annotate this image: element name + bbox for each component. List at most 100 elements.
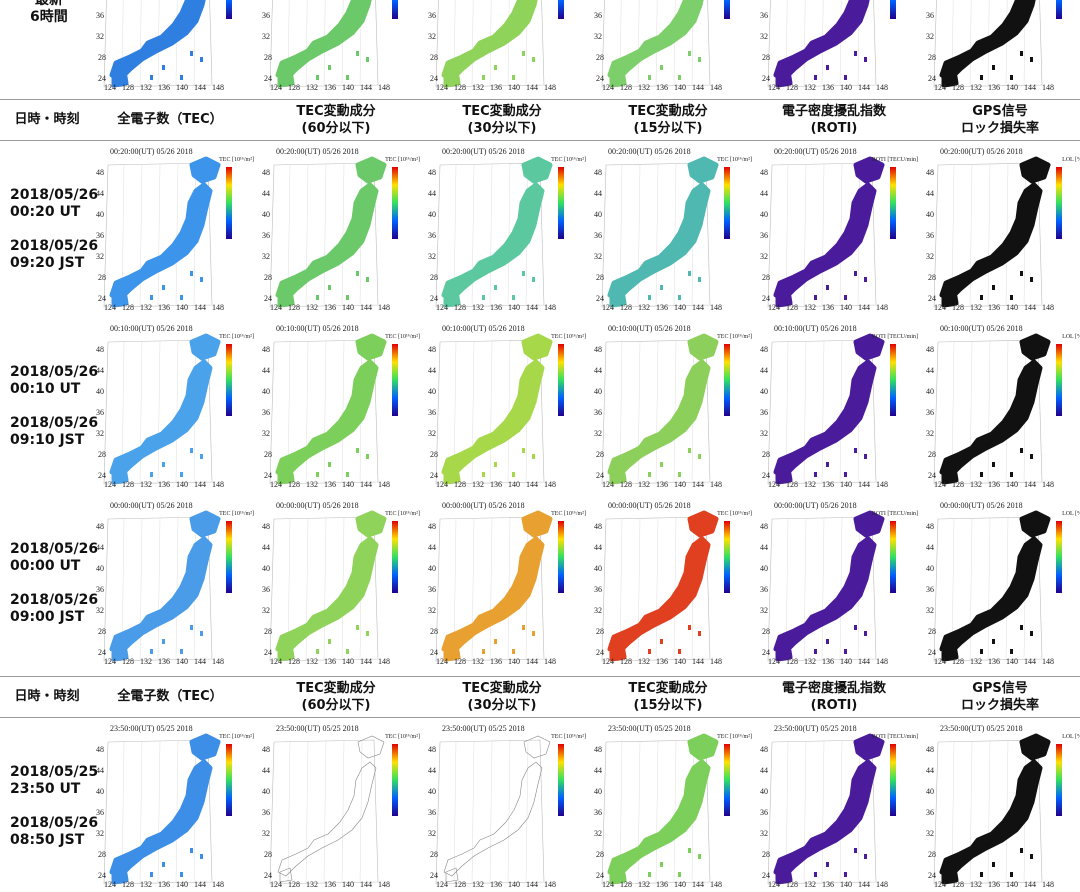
lat-label: 48 xyxy=(760,522,768,531)
lat-label: 36 xyxy=(594,231,602,240)
header-line: (ROTI) xyxy=(810,121,858,136)
lon-label: 128 xyxy=(288,880,300,889)
map-grid xyxy=(507,0,510,87)
lat-label: 32 xyxy=(428,32,436,41)
map-grid xyxy=(655,0,658,87)
map: 00:10:00(UT) 05/26 2018 48 44 40 36 32 28 24124… xyxy=(760,324,918,489)
label-line: 6時間 xyxy=(30,9,68,25)
island-data xyxy=(190,448,193,453)
column-header: 日時・時刻 xyxy=(0,111,127,128)
island-data xyxy=(366,277,369,282)
lon-label: 148 xyxy=(876,880,888,889)
island-data xyxy=(688,848,691,853)
lat-label: 44 xyxy=(594,766,602,775)
column-header: 全電子数（TEC） xyxy=(90,111,250,128)
map-grid xyxy=(489,163,493,307)
lon-label: 128 xyxy=(620,880,632,889)
colorbar xyxy=(226,0,232,19)
island-data xyxy=(854,848,857,853)
lat-label: 40 xyxy=(594,210,602,219)
island-data xyxy=(688,448,691,453)
map-caption: 00:00:00(UT) 05/26 2018 xyxy=(940,501,1023,510)
lon-label: 132 xyxy=(638,303,650,312)
lat-label: 28 xyxy=(762,850,770,859)
lon-label: 132 xyxy=(970,880,982,889)
lat-label: 32 xyxy=(760,252,768,261)
map-frame-outline xyxy=(601,339,711,485)
lat-label: 24 xyxy=(98,471,106,480)
map-frame: 00:10:00(UT) 05/26 2018 48 44 40 36 32 28 24 124… xyxy=(920,322,1080,492)
lat-label: 48 xyxy=(428,345,436,354)
island-data xyxy=(1030,454,1033,459)
map-grid xyxy=(803,740,807,884)
colorbar xyxy=(558,744,564,816)
map-caption: 00:20:00(UT) 05/26 2018 xyxy=(110,147,193,156)
lon-label: 128 xyxy=(454,657,466,666)
map-grid xyxy=(489,740,493,884)
island-data xyxy=(190,51,193,56)
lat-label: 44 xyxy=(262,543,270,552)
lat-label: 44 xyxy=(428,189,436,198)
divider xyxy=(0,717,1080,718)
lon-label: 148 xyxy=(378,657,390,666)
map-caption: 00:10:00(UT) 05/26 2018 xyxy=(442,324,525,333)
lon-label: 136 xyxy=(490,657,502,666)
map-frame-outline xyxy=(269,162,379,308)
colorbar xyxy=(226,167,232,239)
lon-label: 144 xyxy=(858,880,870,889)
colorbar-unit: TEC [10¹⁶/m²] xyxy=(385,334,420,340)
lat-label: 28 xyxy=(98,450,106,459)
lon-label: 148 xyxy=(212,83,224,92)
map-grid xyxy=(453,740,457,884)
lon-label: 132 xyxy=(140,480,152,489)
lat-label: 24 xyxy=(98,871,106,880)
colorbar-unit: LOL [%] xyxy=(1062,334,1080,340)
island-data xyxy=(522,625,525,630)
lat-label: 44 xyxy=(96,543,104,552)
island-data xyxy=(522,448,525,453)
lon-label: 124 xyxy=(934,880,946,889)
map-frame: 00:10:00(UT) 05/26 2018 48 44 40 36 32 28 24 124… xyxy=(754,322,920,492)
lon-label: 124 xyxy=(768,657,780,666)
map-frame-outline xyxy=(933,0,1043,88)
island-data xyxy=(366,57,369,62)
lon-label: 128 xyxy=(122,480,134,489)
map-grid xyxy=(821,517,825,661)
lon-label: 136 xyxy=(656,480,668,489)
lon-label: 124 xyxy=(602,657,614,666)
lat-label: 48 xyxy=(262,522,270,531)
lon-label: 148 xyxy=(710,657,722,666)
land-outline xyxy=(443,735,551,883)
map-data xyxy=(607,0,704,88)
lon-label: 128 xyxy=(620,480,632,489)
island-data xyxy=(844,472,847,477)
lon-label: 144 xyxy=(194,480,206,489)
island-data xyxy=(992,862,995,867)
lon-label: 144 xyxy=(858,303,870,312)
lon-label: 148 xyxy=(378,880,390,889)
map-caption: 00:20:00(UT) 05/26 2018 xyxy=(940,147,1023,156)
map-caption: 00:00:00(UT) 05/26 2018 xyxy=(774,501,857,510)
map-frame: 23:50:00(UT) 05/25 2018 48 44 40 36 32 28 24 124… xyxy=(90,722,256,892)
map: 23:50:00(UT) 05/25 2018 48 44 40 36 32 28 24124… xyxy=(428,724,586,889)
lat-label: 40 xyxy=(760,564,768,573)
map-grid xyxy=(839,0,842,87)
map: 00:00:00(UT) 05/26 2018 48 44 40 36 32 28 24124… xyxy=(594,501,752,666)
island-data xyxy=(992,65,995,70)
lat-label: 32 xyxy=(428,829,436,838)
lon-label: 128 xyxy=(454,83,466,92)
lat-label: 40 xyxy=(428,210,436,219)
lon-label: 132 xyxy=(306,880,318,889)
map-frame-outline xyxy=(601,162,711,308)
colorbar xyxy=(1056,167,1062,239)
island-data xyxy=(814,649,817,654)
lat-label: 32 xyxy=(594,829,602,838)
header-line: TEC変動成分 xyxy=(296,104,376,119)
island-data xyxy=(854,625,857,630)
island-data xyxy=(150,872,153,877)
lon-label: 144 xyxy=(1024,480,1036,489)
island-data xyxy=(512,649,515,654)
lat-label: 24 xyxy=(928,471,936,480)
